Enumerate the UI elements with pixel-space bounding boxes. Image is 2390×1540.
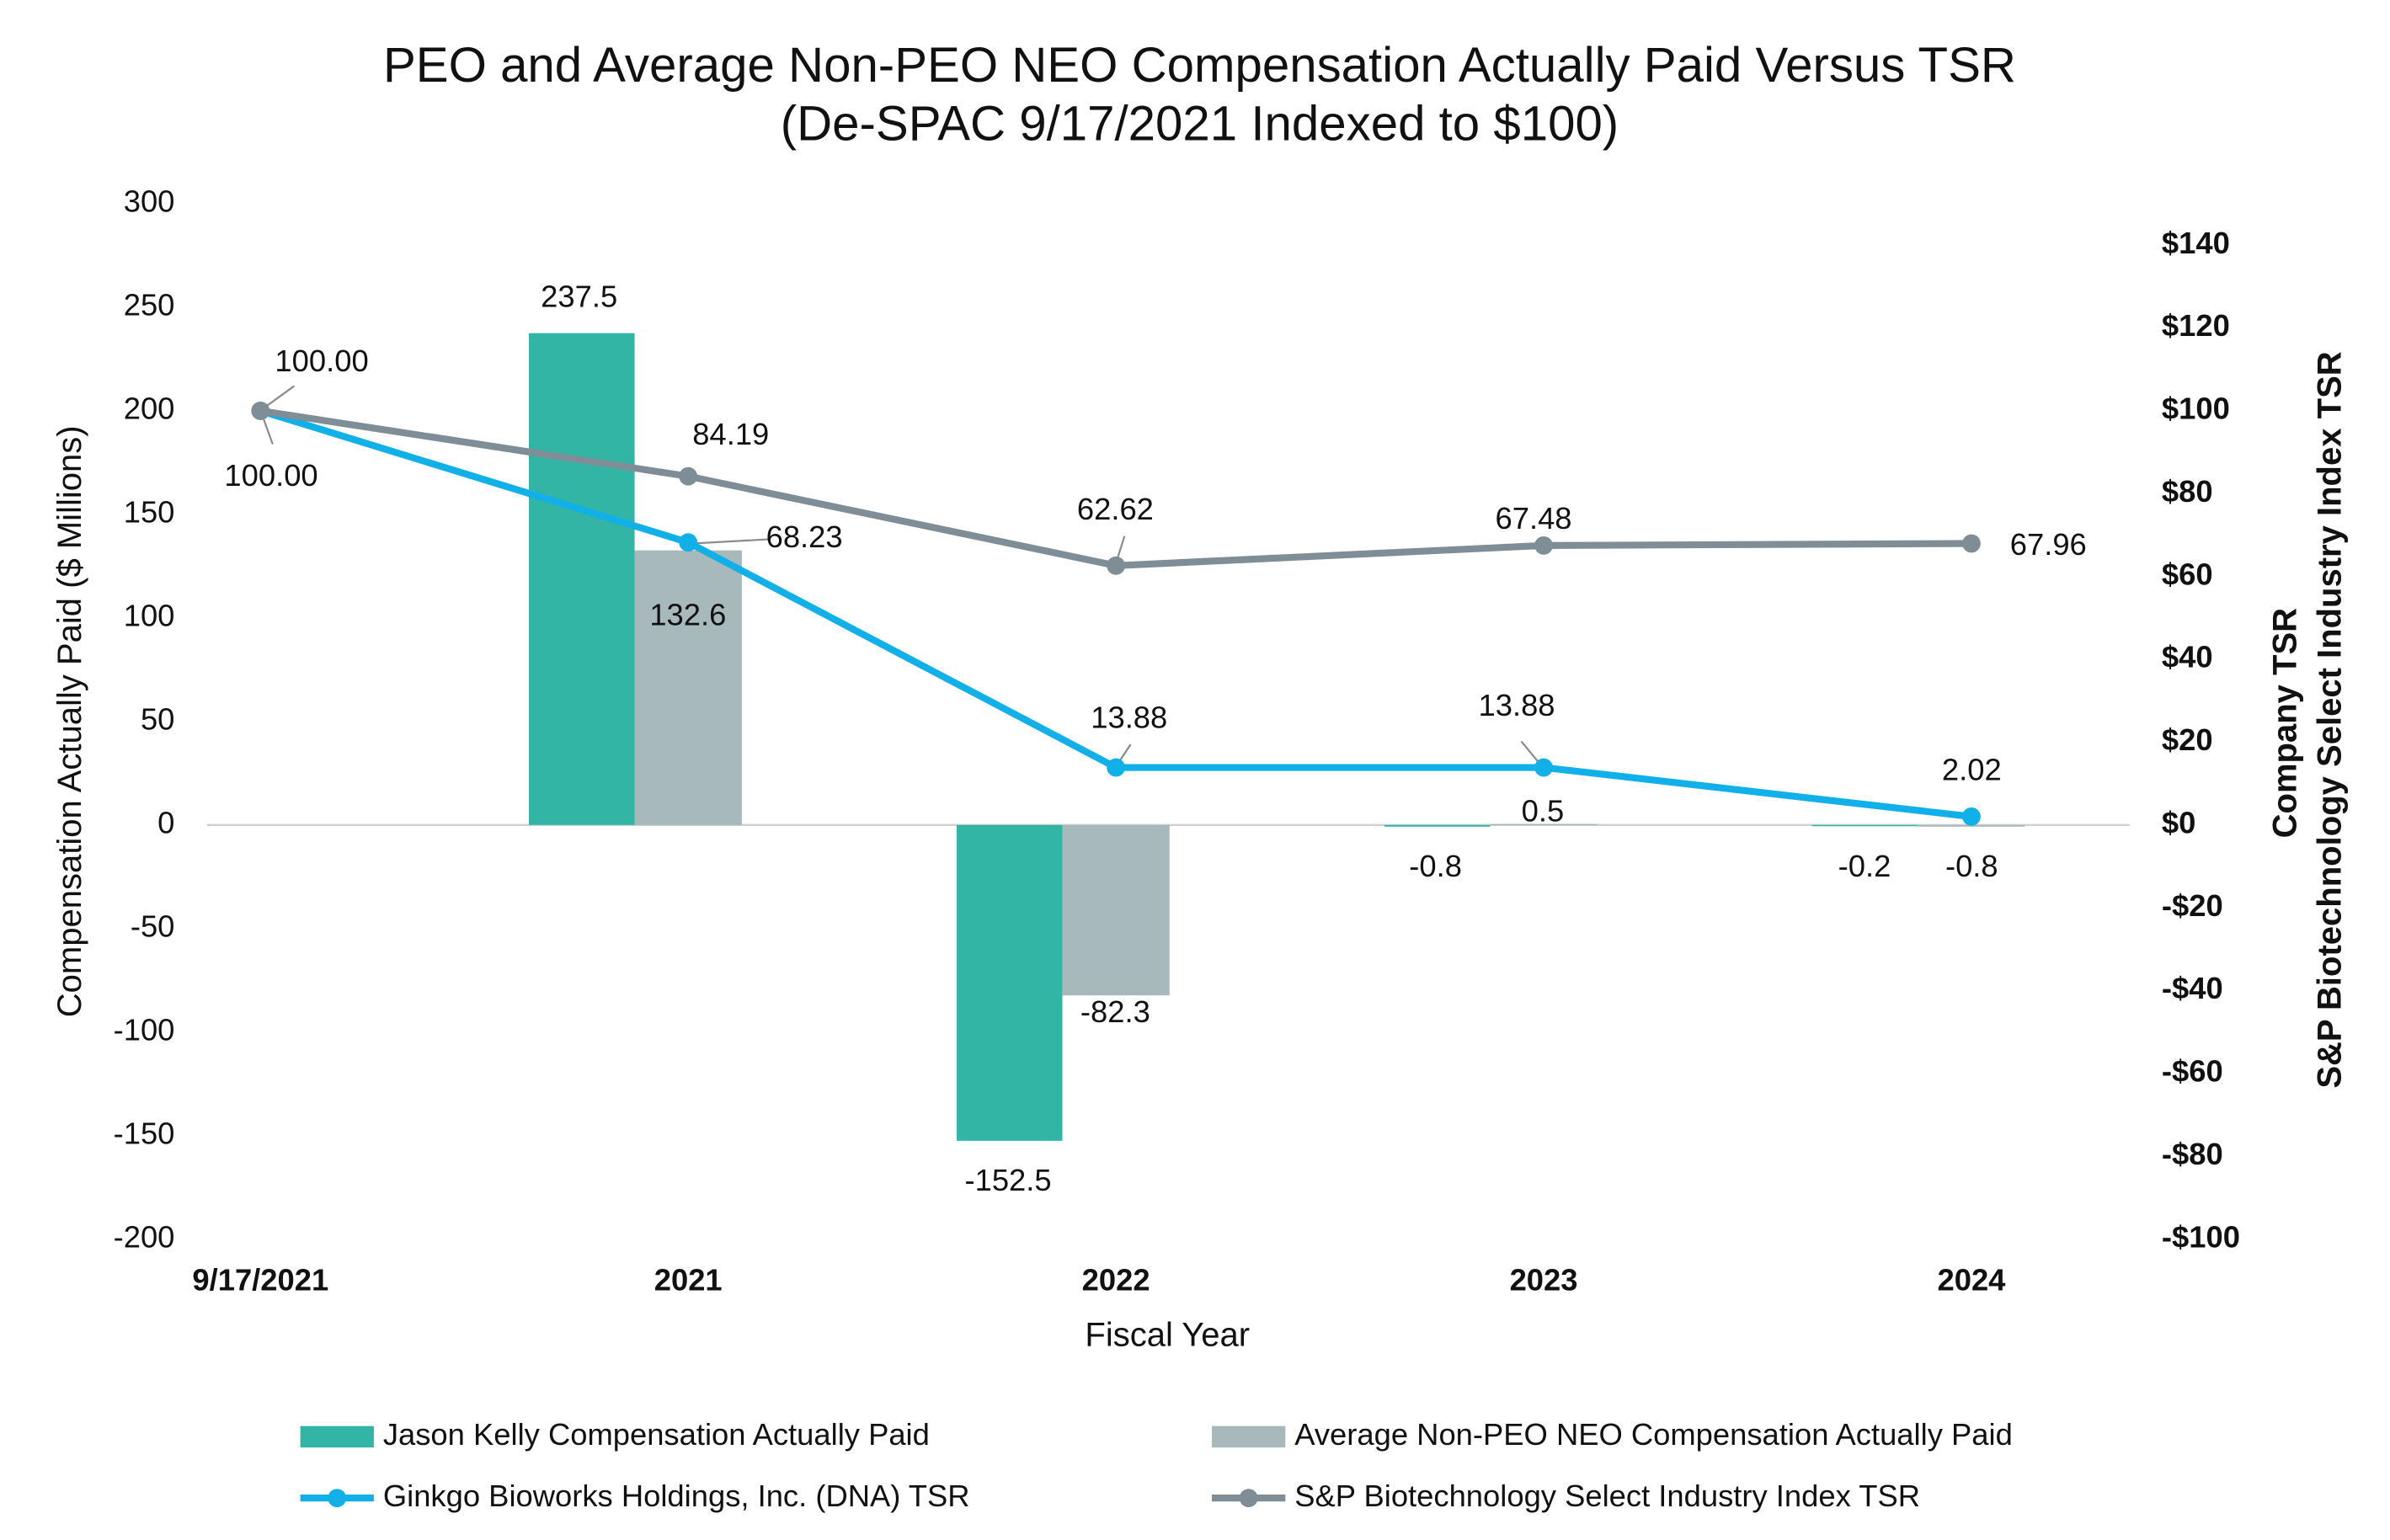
line-value-label: 100.00 [224, 458, 317, 493]
y2-tick-label: $140 [2162, 226, 2230, 260]
y-tick-label: 300 [124, 184, 175, 219]
line-marker [251, 401, 270, 420]
y-tick-label: 200 [124, 392, 175, 426]
line-marker [1962, 534, 1981, 553]
line-marker [679, 533, 698, 552]
y-tick-label: 0 [157, 805, 174, 839]
line-value-label: 13.88 [1091, 701, 1167, 735]
y-tick-label: -150 [114, 1116, 175, 1150]
bar-value-label: 237.5 [541, 279, 617, 313]
bar [634, 550, 742, 825]
line-value-label: 67.48 [1496, 501, 1572, 536]
bar-value-label: 132.6 [649, 598, 726, 632]
y-tick-label: -100 [114, 1012, 175, 1047]
line-value-label: 2.02 [1942, 752, 2002, 786]
legend-label: Ginkgo Bioworks Holdings, Inc. (DNA) TSR [383, 1479, 970, 1513]
x-axis-title: Fiscal Year [1085, 1317, 1250, 1354]
bar [1384, 824, 1491, 827]
y2-tick-label: -$100 [2162, 1219, 2240, 1254]
line [259, 407, 1972, 820]
line-value-label: 84.19 [692, 417, 769, 451]
bar-value-label: -152.5 [964, 1163, 1051, 1197]
line-marker [1534, 758, 1553, 777]
bar-value-label: 0.5 [1522, 794, 1565, 829]
legend-swatch [300, 1425, 374, 1448]
bar [1811, 824, 1918, 827]
y2-axis-title: S&P Biotechnology Select Industry Index … [2311, 351, 2348, 1088]
y2-tick-label: $120 [2162, 308, 2230, 343]
bar [1918, 824, 2025, 827]
x-tick-label: 2021 [654, 1262, 723, 1297]
legend-swatch [1212, 1425, 1286, 1448]
bar [1062, 824, 1170, 996]
bar-value-label: -0.8 [1945, 849, 1998, 883]
bar-value-label: -82.3 [1080, 994, 1150, 1029]
y-tick-label: -50 [131, 909, 175, 943]
y2-tick-label: -$20 [2162, 888, 2223, 923]
chart-subtitle: (De-SPAC 9/17/2021 Indexed to $100) [781, 96, 1619, 151]
y2-tick-label: $80 [2162, 474, 2213, 509]
legend-swatch [328, 1489, 347, 1508]
y2-tick-label: -$40 [2162, 971, 2223, 1005]
y-tick-label: 50 [141, 701, 174, 736]
y2-tick-label: -$80 [2162, 1137, 2223, 1171]
chart-title: PEO and Average Non-PEO NEO Compensation… [383, 38, 2016, 93]
y2-tick-label: $0 [2162, 805, 2195, 839]
legend-swatch [1239, 1489, 1258, 1508]
leader-line [687, 538, 771, 545]
y-tick-label: 250 [124, 288, 175, 322]
x-tick-label: 2022 [1082, 1262, 1150, 1297]
x-tick-label: 2024 [1937, 1262, 2006, 1297]
legend-label: S&P Biotechnology Select Industry Index … [1294, 1479, 1920, 1513]
line-marker [1534, 536, 1553, 555]
line-value-label: 13.88 [1479, 688, 1555, 722]
line-marker [1107, 556, 1126, 575]
line-marker [1107, 758, 1126, 777]
y2-tick-label: $40 [2162, 640, 2213, 674]
x-tick-label: 2023 [1510, 1262, 1578, 1297]
y2-axis-title: Company TSR [2267, 608, 2304, 839]
legend-label: Average Non-PEO NEO Compensation Actuall… [1294, 1417, 2013, 1452]
legend-label: Jason Kelly Compensation Actually Paid [383, 1417, 930, 1452]
bar-value-label: -0.2 [1838, 849, 1891, 883]
y-axis-title: Compensation Actually Paid ($ Millions) [51, 425, 88, 1017]
bar [956, 824, 1063, 1141]
bar-value-label: -0.8 [1409, 849, 1462, 883]
line-marker [679, 466, 698, 486]
line-value-label: 62.62 [1077, 492, 1154, 526]
y2-tick-label: $100 [2162, 392, 2230, 426]
line-value-label: 100.00 [275, 344, 368, 378]
y2-tick-label: -$60 [2162, 1054, 2223, 1089]
y-tick-label: 100 [124, 598, 175, 632]
y-tick-label: 150 [124, 494, 175, 529]
x-tick-label: 9/17/2021 [192, 1262, 328, 1297]
y-tick-label: -200 [114, 1219, 175, 1254]
line-value-label: 68.23 [766, 520, 843, 554]
line-value-label: 67.96 [2010, 527, 2087, 562]
y2-tick-label: $60 [2162, 557, 2213, 591]
y2-tick-label: $20 [2162, 722, 2213, 757]
bar [1490, 823, 1598, 826]
bar [529, 333, 635, 825]
line-marker [1962, 807, 1981, 826]
